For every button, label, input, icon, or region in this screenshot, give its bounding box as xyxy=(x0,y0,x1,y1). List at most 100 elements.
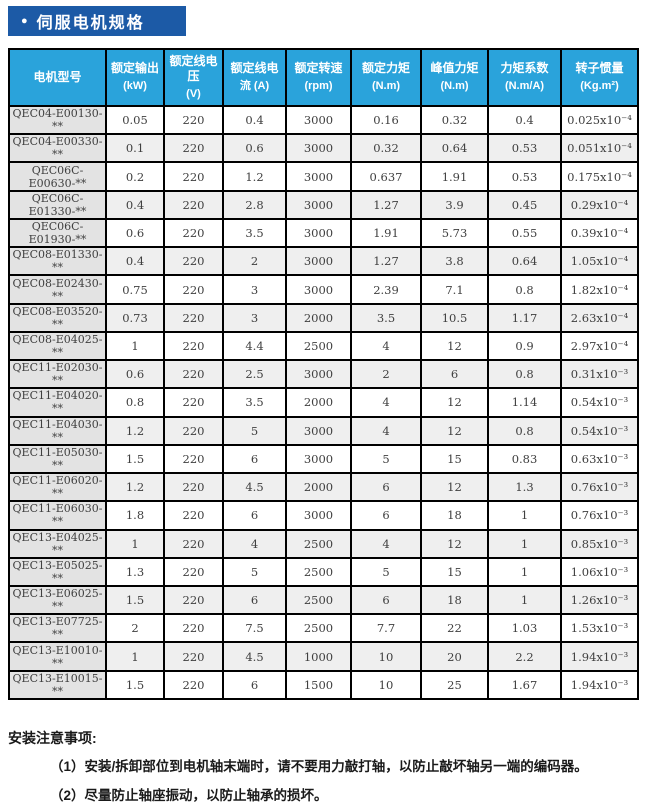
header-row: 电机型号 额定输出 (kW) 额定线电压 (V) 额定线电流 (A) 额定转速 (rpm) 额定… xyxy=(8,48,639,107)
table-cell: 12 xyxy=(420,472,489,503)
column-header: 额定转速 (rpm) xyxy=(285,48,352,107)
table-cell: 2500 xyxy=(285,330,352,362)
table-cell: 4.5 xyxy=(222,472,287,503)
table-cell: 0.53 xyxy=(487,161,562,192)
table-cell: 25 xyxy=(420,669,489,701)
table-cell: 20 xyxy=(420,641,489,672)
model-cell: QEC04-E00130-** xyxy=(8,104,107,136)
column-header: 力矩系数 (N.m/A) xyxy=(487,48,562,107)
model-cell: QEC13-E04025-** xyxy=(8,528,107,559)
table-cell: 0.39x10⁻⁴ xyxy=(560,217,639,249)
table-cell: 3000 xyxy=(285,161,352,192)
table-cell: 1.5 xyxy=(105,669,165,701)
table-row: QEC13-E05025-** 1.3 220 5 2500 5 15 1 1.06x10⁻³ xyxy=(8,556,639,587)
table-cell: 2.2 xyxy=(487,641,562,672)
table-cell: 12 xyxy=(420,528,489,559)
model-cell: QEC08-E04025-** xyxy=(8,330,107,362)
table-header: 电机型号 额定输出 (kW) 额定线电压 (V) 额定线电流 (A) 额定转速 (rpm) 额定… xyxy=(8,48,639,107)
table-cell: 220 xyxy=(163,415,224,446)
table-row: QEC06C-E00630-** 0.2 220 1.2 3000 0.637 1.91 0.… xyxy=(8,161,639,192)
table-cell: 6 xyxy=(350,584,422,616)
column-header: 额定输出 (kW) xyxy=(105,48,165,107)
table-cell: 0.31x10⁻³ xyxy=(560,359,639,390)
table-cell: 1.27 xyxy=(350,246,422,277)
table-cell: 0.16 xyxy=(350,104,422,136)
table-cell: 7.7 xyxy=(350,613,422,644)
model-cell: QEC06C-E00630-** xyxy=(8,161,107,192)
table-cell: 0.8 xyxy=(487,274,562,305)
table-cell: 6 xyxy=(222,584,287,616)
model-cell: QEC11-E02030-** xyxy=(8,359,107,390)
table-cell: 220 xyxy=(163,556,224,587)
table-cell: 6 xyxy=(222,500,287,531)
table-cell: 0.45 xyxy=(487,189,562,220)
table-cell: 3.8 xyxy=(420,246,489,277)
table-cell: 1000 xyxy=(285,641,352,672)
table-cell: 3000 xyxy=(285,217,352,249)
table-row: QEC13-E10010-** 1 220 4.5 1000 10 20 2.2 1.94x10… xyxy=(8,641,639,672)
table-cell: 0.9 xyxy=(487,330,562,362)
table-cell: 0.53 xyxy=(487,133,562,164)
table-cell: 4 xyxy=(350,528,422,559)
table-cell: 220 xyxy=(163,274,224,305)
table-cell: 0.29x10⁻⁴ xyxy=(560,189,639,220)
notes-title: 安装注意事项: xyxy=(8,730,97,746)
table-cell: 6 xyxy=(222,669,287,701)
table-cell: 0.54x10⁻³ xyxy=(560,415,639,446)
table-cell: 4 xyxy=(350,330,422,362)
table-row: QEC11-E06020-** 1.2 220 4.5 2000 6 12 1.3 0.76x1… xyxy=(8,472,639,503)
table-cell: 1.05x10⁻⁴ xyxy=(560,246,639,277)
table-cell: 220 xyxy=(163,443,224,475)
table-cell: 0.2 xyxy=(105,161,165,192)
table-cell: 1.2 xyxy=(105,472,165,503)
table-cell: 6 xyxy=(222,443,287,475)
table-cell: 7.5 xyxy=(222,613,287,644)
model-cell: QEC13-E06025-** xyxy=(8,584,107,616)
table-cell: 2 xyxy=(350,359,422,390)
table-cell: 220 xyxy=(163,189,224,220)
table-cell: 4.5 xyxy=(222,641,287,672)
bullet-icon: ● xyxy=(21,15,28,27)
table-cell: 3000 xyxy=(285,359,352,390)
table-cell: 22 xyxy=(420,613,489,644)
table-cell: 3.9 xyxy=(420,189,489,220)
section-title: 伺服电机规格 xyxy=(36,15,145,32)
table-row: QEC04-E00130-** 0.05 220 0.4 3000 0.16 0.32 0.4… xyxy=(8,104,639,136)
table-cell: 1.94x10⁻³ xyxy=(560,641,639,672)
table-cell: 5 xyxy=(350,443,422,475)
table-cell: 1.27 xyxy=(350,189,422,220)
table-cell: 10.5 xyxy=(420,302,489,333)
table-row: QEC08-E03520-** 0.73 220 3 2000 3.5 10.5 1.17 2.… xyxy=(8,302,639,333)
table-cell: 2000 xyxy=(285,472,352,503)
table-cell: 6 xyxy=(350,500,422,531)
table-cell: 0.637 xyxy=(350,161,422,192)
model-cell: QEC11-E04020-** xyxy=(8,387,107,418)
table-cell: 220 xyxy=(163,246,224,277)
table-cell: 3000 xyxy=(285,189,352,220)
table-cell: 220 xyxy=(163,500,224,531)
table-cell: 0.05 xyxy=(105,104,165,136)
note-item: （1）安装/拆卸部位到电机轴末端时，请不要用力敲打轴，以防止敲坏轴另一端的编码器… xyxy=(50,759,588,774)
table-cell: 3000 xyxy=(285,500,352,531)
table-cell: 220 xyxy=(163,528,224,559)
column-header: 转子惯量 (Kg.m²) xyxy=(560,48,639,107)
model-cell: QEC06C-E01330-** xyxy=(8,189,107,220)
table-cell: 1.17 xyxy=(487,302,562,333)
table-cell: 0.4 xyxy=(105,246,165,277)
model-cell: QEC11-E05030-** xyxy=(8,443,107,475)
table-cell: 3000 xyxy=(285,104,352,136)
table-cell: 0.025x10⁻⁴ xyxy=(560,104,639,136)
model-cell: QEC13-E10015-** xyxy=(8,669,107,701)
model-cell: QEC13-E10010-** xyxy=(8,641,107,672)
table-cell: 0.85x10⁻³ xyxy=(560,528,639,559)
model-cell: QEC06C-E01930-** xyxy=(8,217,107,249)
column-header: 额定力矩 (N.m) xyxy=(350,48,422,107)
table-row: QEC11-E04030-** 1.2 220 5 3000 4 12 0.8 0.54x10⁻… xyxy=(8,415,639,446)
table-row: QEC11-E05030-** 1.5 220 6 3000 5 15 0.83 0.63x10… xyxy=(8,443,639,475)
table-cell: 12 xyxy=(420,415,489,446)
table-cell: 5 xyxy=(222,556,287,587)
table-cell: 3.5 xyxy=(222,387,287,418)
table-cell: 1 xyxy=(487,584,562,616)
table-cell: 3000 xyxy=(285,443,352,475)
table-cell: 1.91 xyxy=(420,161,489,192)
